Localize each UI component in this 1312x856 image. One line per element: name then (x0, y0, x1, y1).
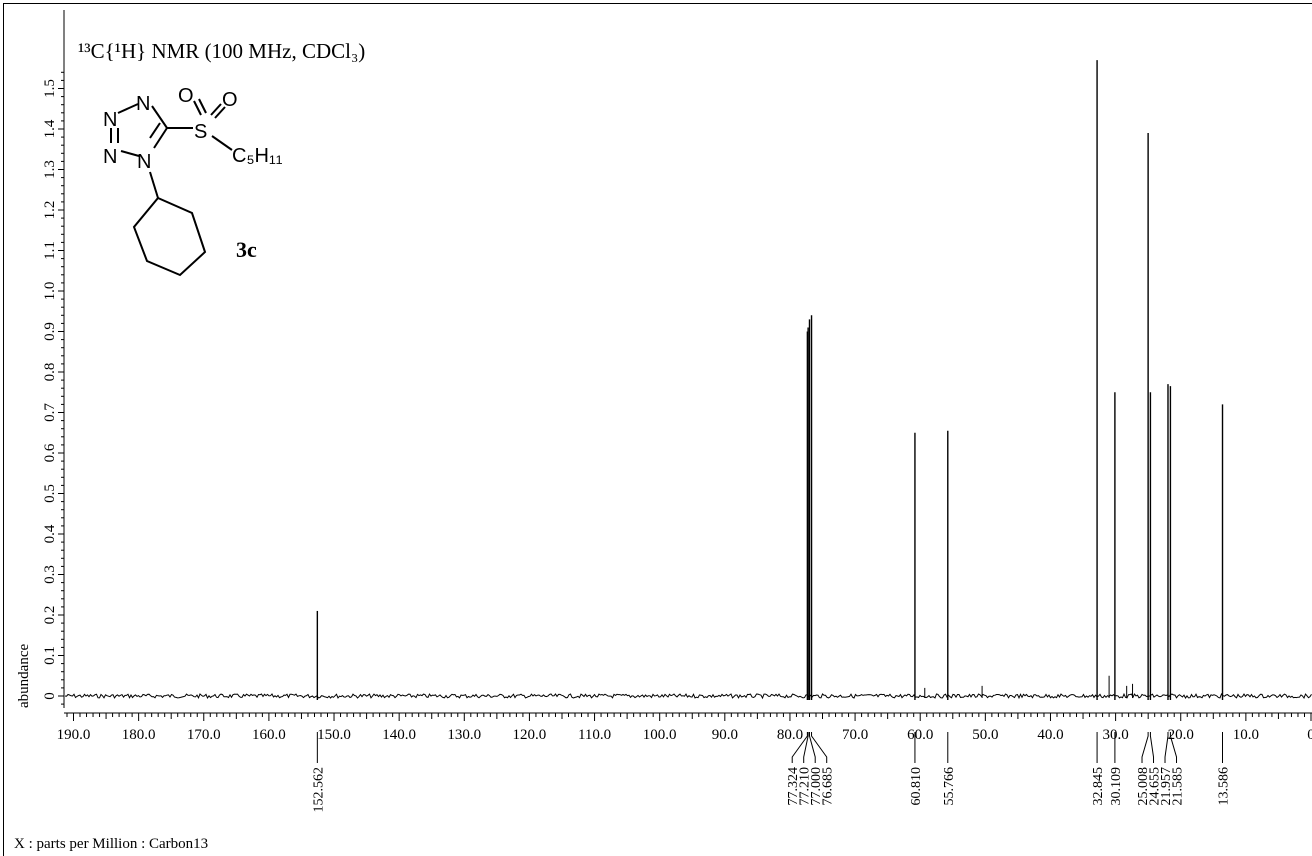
x-tick-label: 120.0 (513, 727, 547, 743)
peak-leader-line (803, 732, 809, 763)
cyclohexane-ring (132, 196, 207, 277)
x-tick-label: 20.0 (1168, 727, 1194, 743)
peak-label: 60.810 (909, 767, 924, 806)
x-tick-label: 110.0 (578, 727, 611, 743)
peak-label: 21.585 (1171, 767, 1186, 806)
atom-n2: N (136, 93, 150, 115)
atom-n3: N (137, 151, 151, 173)
molecule-structure (110, 98, 233, 277)
peak-leader-line (1149, 732, 1155, 763)
y-tick-label: 1.0 (42, 282, 58, 301)
bond-s-o1-b (198, 98, 207, 114)
peak-label: 13.586 (1217, 767, 1232, 806)
y-tick-label: 0.5 (42, 484, 58, 503)
x-axis-caption: X : parts per Million : Carbon13 (14, 836, 208, 852)
bond-n3-cy (149, 171, 159, 199)
y-tick-label: 0.3 (42, 565, 58, 584)
x-tick-label: 170.0 (187, 727, 221, 743)
x-tick-label: 40.0 (1037, 727, 1063, 743)
x-tick-label: 0 (1307, 727, 1312, 743)
peak-label: 55.766 (942, 767, 957, 806)
peak-label: 76.685 (821, 767, 836, 806)
spectrum-title: ¹³C{¹H} NMR (100 MHz, CDCl₃) (78, 39, 365, 63)
bond-s-o2-b (214, 106, 226, 119)
bond-s-o2 (210, 103, 222, 116)
x-tick-label: 50.0 (972, 727, 998, 743)
y-axis: 0 0.1 0.2 0.3 0.4 0.5 0.6 0.7 0.8 0.9 1.0 1.1 1.2 1.3… (42, 10, 65, 708)
x-tick-label: 160.0 (252, 727, 286, 743)
y-tick-label: 1.4 (42, 119, 58, 138)
y-tick-label: 1.1 (42, 241, 58, 260)
x-tick-label: 150.0 (317, 727, 351, 743)
x-tick-label: 80.0 (777, 727, 803, 743)
bond-c5-n3 (153, 127, 168, 149)
y-tick-label: 0.4 (42, 524, 58, 543)
spectrum-trace (64, 60, 1312, 700)
bond-s-chain (211, 135, 233, 151)
bond-n3-n4 (120, 150, 140, 157)
atom-s: S (194, 121, 207, 143)
peak-label: 30.109 (1109, 767, 1124, 806)
peak-leader-line (1141, 732, 1149, 763)
y-tick-label: 0 (42, 692, 58, 700)
bond-n1-n2 (117, 103, 139, 114)
molecule-atoms: N N N N S O O C₅H₁₁ 3c (103, 85, 283, 262)
x-tick-label: 130.0 (447, 727, 481, 743)
y-tick-label: 1.2 (42, 201, 58, 220)
peak-leader-line (1169, 732, 1178, 763)
x-axis: 190.0 180.0 170.0 160.0 150.0 140.0 130.0 120.0… (57, 712, 1312, 743)
peak-label: 77.210 (798, 767, 813, 806)
peak-label: 25.008 (1136, 767, 1151, 806)
atom-chain: C₅H₁₁ (232, 145, 283, 167)
figure-border (3, 3, 1312, 856)
peak-leader-line (791, 732, 808, 763)
peak-label: 77.324 (786, 767, 801, 806)
x-tick-label: 140.0 (382, 727, 416, 743)
y-tick-label: 0.1 (42, 646, 58, 665)
x-tick-label: 90.0 (712, 727, 738, 743)
peak-label: 21.957 (1159, 767, 1174, 806)
x-tick-label: 100.0 (643, 727, 677, 743)
x-tick-label: 10.0 (1233, 727, 1259, 743)
x-tick-label: 70.0 (842, 727, 868, 743)
peak-leader-line (1164, 732, 1169, 763)
compound-label: 3c (236, 237, 257, 262)
atom-o2: O (222, 89, 238, 111)
y-tick-label: 0.2 (42, 606, 58, 625)
y-tick-label: 0.9 (42, 322, 58, 341)
atom-n1: N (103, 109, 117, 131)
x-tick-label: 180.0 (122, 727, 156, 743)
x-tick-label: 30.0 (1102, 727, 1128, 743)
y-axis-label: abundance (16, 644, 32, 708)
y-tick-label: 0.7 (42, 403, 58, 422)
x-tick-label: 60.0 (907, 727, 933, 743)
y-tick-label: 1.5 (42, 79, 58, 98)
atom-n4: N (103, 146, 117, 168)
baseline-noise (64, 692, 1312, 700)
x-tick-label: 190.0 (57, 727, 91, 743)
atom-o1: O (178, 85, 194, 107)
peak-leader-line (811, 732, 828, 763)
bond-n2-c5 (151, 105, 168, 129)
bond-c5-n3-double (149, 122, 161, 139)
y-tick-label: 0.6 (42, 443, 58, 462)
y-tick-label: 1.3 (42, 160, 58, 179)
peak-label: 152.562 (311, 767, 326, 813)
peak-label: 32.845 (1091, 767, 1106, 806)
y-tick-label: 0.8 (42, 363, 58, 382)
peak-label: 24.655 (1148, 767, 1163, 806)
peak-leader-line (808, 732, 816, 763)
bond-s-o1 (193, 100, 202, 116)
peak-label: 77.000 (809, 767, 824, 806)
